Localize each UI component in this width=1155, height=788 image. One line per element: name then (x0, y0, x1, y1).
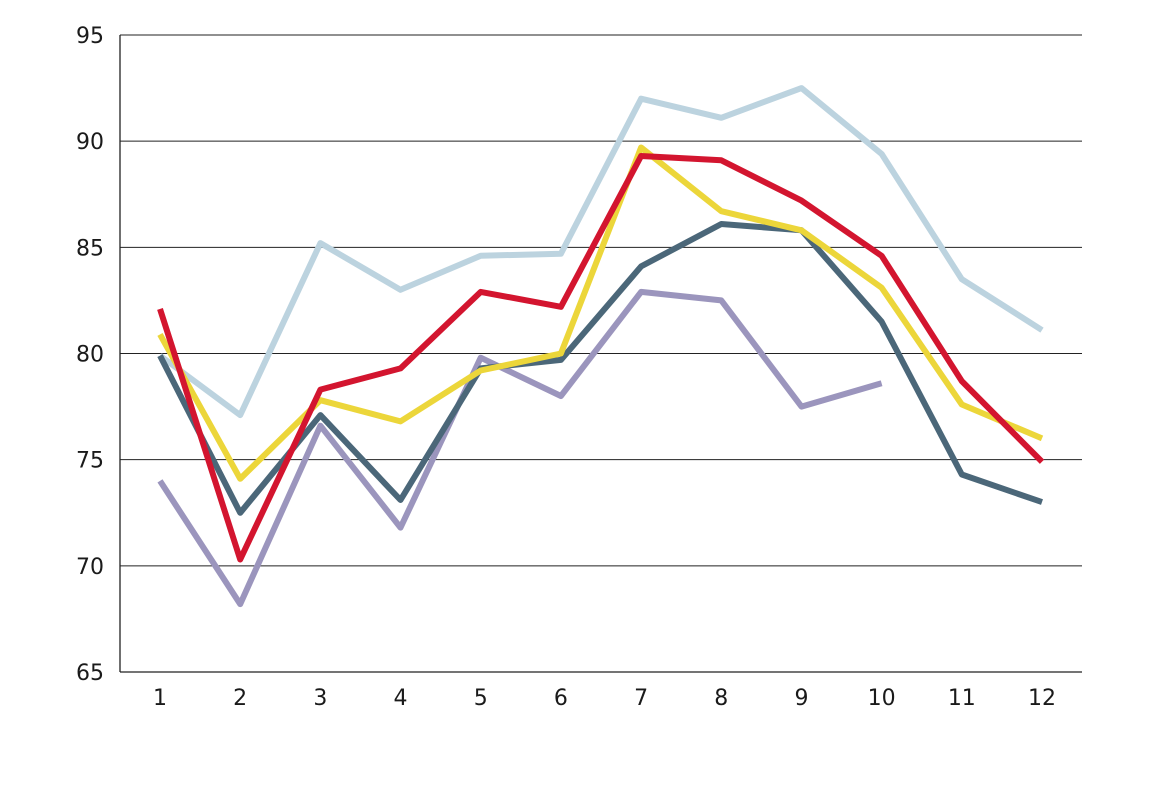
x-tick-label: 9 (794, 686, 808, 711)
x-tick-label: 5 (474, 686, 488, 711)
y-tick-label: 95 (76, 24, 104, 49)
x-tick-label: 2 (233, 686, 247, 711)
x-tick-label: 6 (554, 686, 568, 711)
y-tick-label: 80 (76, 343, 104, 368)
y-tick-label: 90 (76, 130, 104, 155)
x-tick-label: 4 (394, 686, 408, 711)
series-line-5 (157, 153, 1045, 563)
x-tick-label: 3 (313, 686, 327, 711)
x-tick-label: 12 (1028, 686, 1056, 711)
y-tick-label: 70 (76, 555, 104, 580)
series-layer (157, 85, 1045, 608)
y-tick-label: 65 (76, 661, 104, 686)
x-tick-label: 7 (634, 686, 648, 711)
y-tick-label: 85 (76, 236, 104, 261)
x-tick-label: 11 (948, 686, 976, 711)
series-line-2 (157, 288, 883, 608)
x-tick-label: 10 (868, 686, 896, 711)
series-line-1 (158, 85, 1044, 419)
x-tick-label: 1 (153, 686, 167, 711)
y-tick-label: 75 (76, 449, 104, 474)
series-line-3 (157, 221, 1043, 516)
x-tick-label: 8 (714, 686, 728, 711)
axis-layer (119, 35, 1082, 673)
